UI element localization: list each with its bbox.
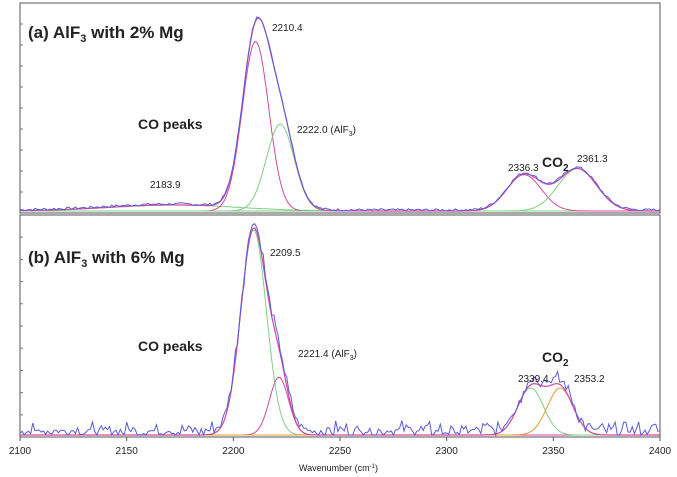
x-tick-label-2200: 2200 <box>222 446 245 457</box>
panel-a-peak-label-2183-9: 2183.9 <box>150 180 181 191</box>
panel-b-co-peaks-label: CO peaks <box>138 338 203 354</box>
x-tick-label-2400: 2400 <box>649 446 672 457</box>
x-tick-label-2350: 2350 <box>542 446 565 457</box>
x-tick-label-2100: 2100 <box>9 446 32 457</box>
x-tick-label-2300: 2300 <box>436 446 459 457</box>
panel-a-fit-line <box>19 17 660 212</box>
panel-a-peak-label-2222-0: 2222.0 (AlF3) <box>297 125 356 138</box>
panel-a-component-21839 <box>19 204 660 212</box>
panel-b-fit-line <box>20 227 660 436</box>
panel-a-peak-label-2336-3: 2336.3 <box>508 163 539 174</box>
x-tick-label-2150: 2150 <box>116 446 139 457</box>
panel-b-peak-label-2339-4: 2339.4 <box>518 374 549 385</box>
panel-a-measured-line <box>19 16 661 212</box>
x-tick-label-2250: 2250 <box>329 446 352 457</box>
plot-area <box>19 2 661 438</box>
x-axis-ticks: 2100 2150 2200 2250 2300 2350 2400 <box>9 437 672 457</box>
panel-b-peak-label-2209-5: 2209.5 <box>270 248 301 259</box>
panel-a-peak-label-2210-4: 2210.4 <box>272 23 303 34</box>
x-axis-title: Wavenumber (cm-1) <box>299 463 378 473</box>
panel-a-co-peaks-label: CO peaks <box>138 116 203 132</box>
panel-a-title: (a) AlF3 with 2% Mg <box>28 23 184 45</box>
panel-b-peak-label-2221-4: 2221.4 (AlF3) <box>298 349 357 362</box>
panel-b-co2-label: CO2 <box>542 349 569 369</box>
panel-b-measured-line <box>19 223 661 437</box>
panel-b-peak-label-2353-2: 2353.2 <box>574 374 605 385</box>
panel-a-peak-label-2361-3: 2361.3 <box>577 154 608 165</box>
panel-a-co2-label: CO2 <box>542 154 569 174</box>
panel-b-title: (b) AlF3 with 6% Mg <box>28 248 185 270</box>
